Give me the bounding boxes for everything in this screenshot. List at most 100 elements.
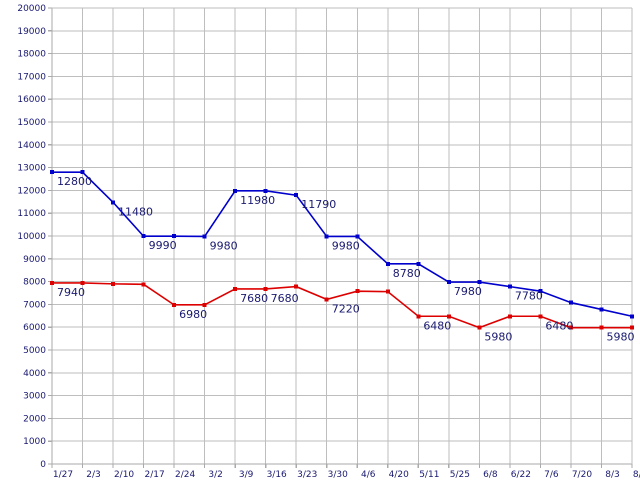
data-point-marker [172, 302, 177, 307]
y-tick-label: 4000 [23, 369, 46, 379]
data-point-label: 9980 [210, 239, 238, 252]
series-red-series [50, 280, 634, 330]
data-point-marker [538, 314, 543, 319]
data-point-marker [446, 314, 451, 319]
y-tick-label: 0 [40, 460, 46, 470]
data-point-marker [172, 234, 177, 239]
y-tick-label: 17000 [17, 72, 46, 82]
x-tick-label: 7/20 [572, 470, 592, 480]
x-tick-label: 3/9 [239, 470, 254, 480]
data-point-label: 11480 [118, 205, 153, 218]
y-tick-label: 5000 [23, 346, 46, 356]
y-tick-label: 12000 [17, 186, 46, 196]
y-tick-label: 20000 [17, 4, 46, 14]
data-point-marker [80, 280, 85, 285]
data-point-marker [233, 286, 238, 291]
x-tick-label: 8/3 [605, 470, 619, 480]
data-point-marker [630, 314, 634, 319]
y-axis-tick-labels: 0 1000 2000 3000 4000 5000 6000 7000 8000 9000 100… [17, 4, 52, 470]
data-point-marker [385, 289, 390, 294]
y-tick-label: 9000 [23, 255, 46, 265]
data-point-marker [141, 282, 146, 287]
data-point-label: 7940 [57, 286, 85, 299]
labels-red-series: 7940 6980 7680 7680 7220 6480 5980 6480 5980 [57, 286, 634, 344]
data-point-marker [568, 325, 573, 330]
data-point-marker [111, 281, 116, 286]
data-point-marker [355, 234, 360, 239]
x-axis-tick-labels: 1/27 2/3 2/10 2/17 2/24 3/2 3/9 3/16 3/23 3/30 4/6… [51, 464, 640, 480]
x-tick-label: 1/27 [53, 470, 73, 480]
y-tick-label: 8000 [23, 278, 46, 288]
data-point-label: 11980 [240, 194, 275, 207]
data-point-label: 12800 [57, 175, 92, 188]
data-point-label: 7780 [515, 290, 543, 303]
data-point-marker [630, 325, 634, 330]
y-tick-label: 7000 [23, 300, 46, 310]
x-tick-label: 4/20 [389, 470, 409, 480]
data-point-marker [416, 314, 421, 319]
data-point-marker [477, 325, 482, 330]
data-point-marker [507, 314, 512, 319]
data-point-marker [538, 289, 543, 294]
x-tick-label: 5/25 [450, 470, 470, 480]
data-point-marker [233, 188, 238, 193]
x-tick-label: 3/2 [208, 470, 222, 480]
data-point-marker [111, 200, 116, 205]
data-point-marker [416, 261, 421, 266]
data-point-marker [263, 188, 268, 193]
y-tick-label: 2000 [23, 414, 46, 424]
data-point-label: 9980 [332, 239, 360, 252]
data-point-label: 7220 [332, 302, 360, 315]
y-tick-label: 14000 [17, 141, 46, 151]
data-point-marker [50, 170, 54, 175]
x-tick-label: 3/23 [297, 470, 317, 480]
series-line [52, 282, 632, 329]
data-point-marker [385, 261, 390, 266]
y-tick-label: 3000 [23, 392, 46, 402]
y-tick-label: 18000 [17, 50, 46, 60]
data-point-marker [324, 297, 329, 302]
data-point-label: 6480 [423, 319, 451, 332]
data-point-label: 11790 [301, 198, 336, 211]
data-point-label: 8780 [393, 267, 421, 280]
data-point-label: 5980 [484, 331, 512, 344]
data-point-marker [80, 170, 85, 175]
data-point-label: 7980 [454, 285, 482, 298]
x-tick-label: 4/6 [361, 470, 376, 480]
labels-blue-series: 12800 11480 9990 9980 11980 11790 9980 8780 7980… [57, 175, 543, 302]
data-point-marker [446, 280, 451, 285]
y-tick-label: 15000 [17, 118, 46, 128]
data-point-label: 6980 [179, 308, 207, 321]
x-tick-label: 6/8 [483, 470, 498, 480]
x-tick-label: 5/11 [419, 470, 439, 480]
x-tick-label: 2/24 [175, 470, 195, 480]
data-point-marker [599, 307, 604, 312]
y-tick-label: 13000 [17, 164, 46, 174]
x-tick-label: 2/17 [144, 470, 164, 480]
series-blue-series [50, 170, 634, 319]
data-point-marker [507, 284, 512, 289]
x-tick-label: 7/6 [544, 470, 559, 480]
series-line [52, 171, 633, 318]
data-point-label: 7680 [271, 292, 299, 305]
data-point-marker [599, 325, 604, 330]
data-point-marker [294, 193, 299, 198]
y-tick-label: 1000 [23, 437, 46, 447]
y-tick-label: 6000 [23, 323, 46, 333]
data-point-marker [50, 280, 54, 285]
axes [51, 7, 633, 465]
data-point-marker [202, 302, 207, 307]
x-tick-label: 3/30 [328, 470, 348, 480]
y-tick-label: 11000 [17, 209, 46, 219]
y-tick-label: 19000 [17, 27, 46, 37]
x-tick-label: 8/10 [633, 470, 640, 480]
data-point-marker [141, 234, 146, 239]
data-point-marker [355, 289, 360, 294]
y-tick-label: 10000 [17, 232, 46, 242]
data-point-label: 9990 [149, 239, 177, 252]
x-tick-label: 6/22 [511, 470, 531, 480]
x-tick-label: 3/16 [267, 470, 287, 480]
data-point-marker [294, 284, 299, 289]
